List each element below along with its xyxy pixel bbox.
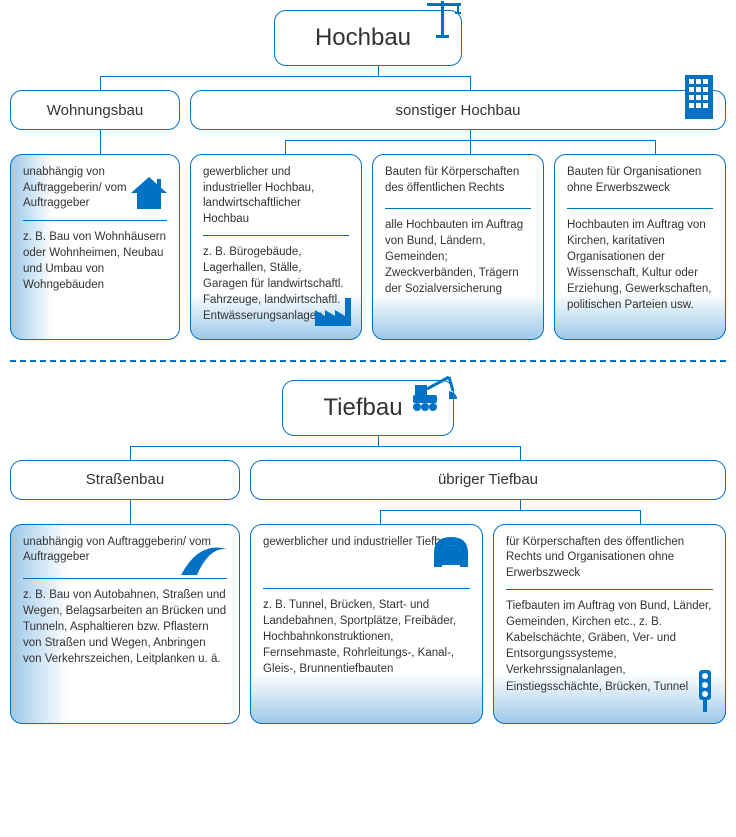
node-wohnungsbau-label: Wohnungsbau (47, 102, 143, 119)
node-strassenbau-label: Straßenbau (86, 471, 164, 488)
detail-koerperschaften-hochbau-body: alle Hochbauten im Auftrag von Bund, Län… (385, 217, 531, 297)
tiefbau-tree: Tiefbau Straßenbau übriger Tiefbau (10, 380, 726, 724)
hochbau-tree: Hochbau Wohnungsbau sonstiger (10, 10, 726, 340)
node-sonstiger-hochbau: sonstiger Hochbau (190, 90, 726, 130)
detail-organisationen-hochbau: Bauten für Organisationen ohne Erwerbszw… (554, 154, 726, 340)
node-strassenbau: Straßenbau (10, 460, 240, 500)
detail-gewerblich-hochbau-header: gewerblicher und industrieller Hochbau, … (203, 165, 349, 236)
section-divider (10, 360, 726, 362)
detail-koerperschaften-tiefbau-header: für Körperschaften des öffentlichen Rech… (506, 535, 713, 591)
detail-gewerblich-hochbau: gewerblicher und industrieller Hochbau, … (190, 154, 362, 340)
factory-icon (313, 296, 353, 331)
detail-gewerblich-tiefbau: gewerblicher und industrieller Tiefbau z… (250, 524, 483, 724)
detail-wohnungsbau: unabhängig von Auftraggeberin/ vom Auftr… (10, 154, 180, 340)
detail-koerperschaften-hochbau-header: Bauten für Körperschaften des öffentlich… (385, 165, 531, 209)
node-wohnungsbau: Wohnungsbau (10, 90, 180, 130)
crane-icon (421, 0, 465, 41)
node-sonstiger-hochbau-label: sonstiger Hochbau (395, 102, 520, 119)
tiefbau-title-box: Tiefbau (282, 380, 453, 436)
detail-gewerblich-tiefbau-body: z. B. Tunnel, Brücken, Start- und Landeb… (263, 597, 470, 677)
building-icon (681, 71, 717, 119)
road-icon (179, 539, 229, 580)
hochbau-details-row: unabhängig von Auftraggeberin/ vom Auftr… (10, 154, 726, 340)
hochbau-level1-row: Wohnungsbau sonstiger Hochbau (10, 90, 726, 130)
hochbau-title-box: Hochbau (274, 10, 462, 66)
node-uebriger-tiefbau: übriger Tiefbau (250, 460, 726, 500)
tunnel-icon (432, 535, 470, 572)
tiefbau-details-row: unabhängig von Auftraggeberin/ vom Auftr… (10, 524, 726, 724)
tiefbau-title: Tiefbau (323, 394, 402, 422)
tiefbau-level1-row: Straßenbau übriger Tiefbau (10, 460, 726, 500)
hochbau-title: Hochbau (315, 24, 411, 52)
detail-koerperschaften-hochbau: Bauten für Körperschaften des öffentlich… (372, 154, 544, 340)
excavator-icon (409, 371, 461, 413)
detail-koerperschaften-tiefbau-body: Tiefbauten im Auftrag von Bund, Länder, … (506, 598, 713, 695)
detail-strassenbau-body: z. B. Bau von Autobahnen, Straßen und We… (23, 587, 227, 667)
house-icon (129, 175, 169, 214)
detail-wohnungsbau-body: z. B. Bau von Wohnhäusern oder Wohnheime… (23, 229, 167, 293)
traffic-light-icon (693, 668, 717, 715)
detail-koerperschaften-tiefbau: für Körperschaften des öffentlichen Rech… (493, 524, 726, 724)
detail-strassenbau: unabhängig von Auftraggeberin/ vom Auftr… (10, 524, 240, 724)
detail-organisationen-hochbau-body: Hochbauten im Auftrag von Kirchen, karit… (567, 217, 713, 314)
detail-organisationen-hochbau-header: Bauten für Organisationen ohne Erwerbszw… (567, 165, 713, 209)
node-uebriger-tiefbau-label: übriger Tiefbau (438, 471, 538, 488)
